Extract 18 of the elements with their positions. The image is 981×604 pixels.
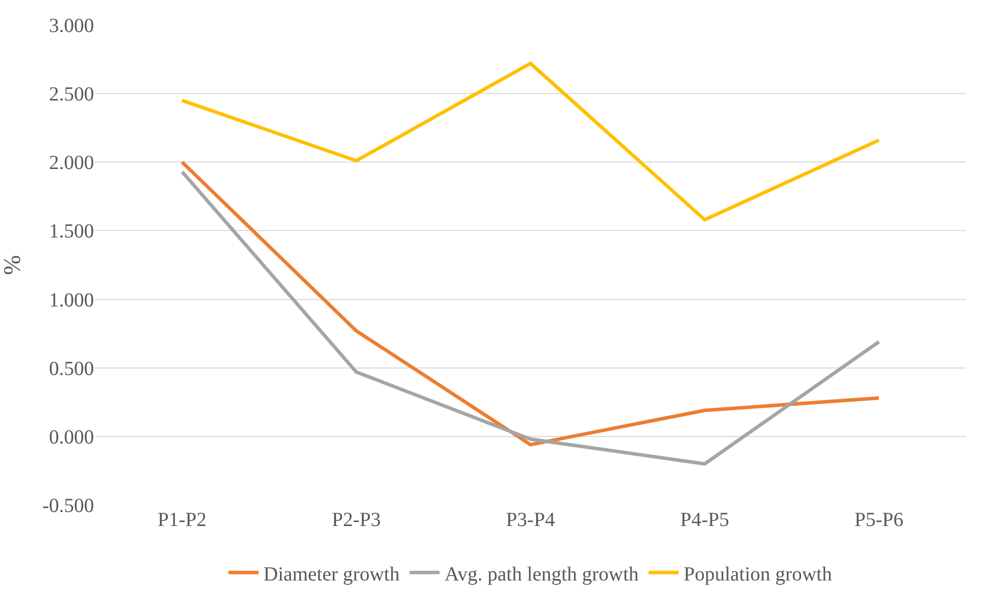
y-tick-label: 2.000 bbox=[49, 152, 94, 174]
y-tick-label: 1.000 bbox=[49, 289, 94, 312]
y-tick-label: 3.000 bbox=[49, 15, 94, 37]
y-tick-label: 2.500 bbox=[49, 84, 94, 106]
y-tick-label: 1.500 bbox=[49, 220, 94, 243]
x-tick-label: P5-P6 bbox=[854, 509, 904, 531]
y-tick-label: 0.000 bbox=[49, 426, 94, 448]
x-tick-label: P2-P3 bbox=[332, 509, 381, 531]
legend-label: Diameter growth bbox=[264, 563, 400, 586]
y-tick-label: 0.500 bbox=[49, 358, 94, 380]
x-tick-label: P3-P4 bbox=[506, 509, 555, 531]
y-axis-title: % bbox=[0, 255, 26, 275]
legend-label: Avg. path length growth bbox=[444, 563, 639, 586]
x-tick-label: P4-P5 bbox=[680, 509, 730, 531]
legend-label: Population growth bbox=[684, 563, 832, 586]
y-tick-label: -0.500 bbox=[42, 495, 94, 517]
line-series bbox=[180, 62, 881, 222]
x-tick-label: P1-P2 bbox=[158, 509, 207, 531]
